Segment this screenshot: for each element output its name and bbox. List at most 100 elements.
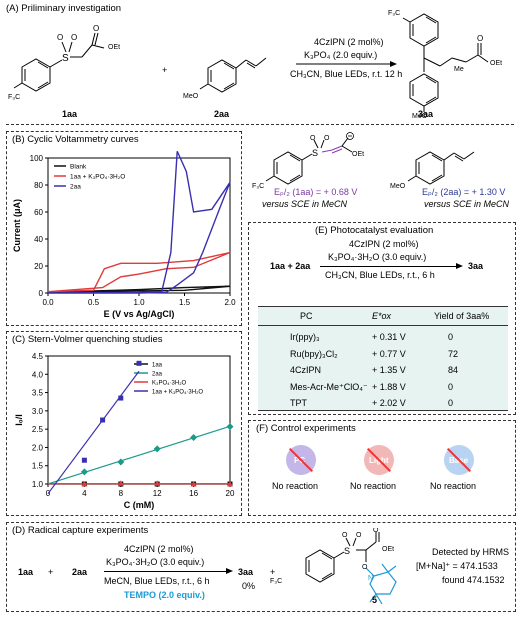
svg-text:O: O [324,135,330,142]
section-e-title: (E) Photocatalyst evaluation [315,225,434,236]
sv-y-axis-label: I₀/I [14,414,24,426]
molecule-2aa [199,57,267,93]
sv-x-tick-label: 8 [119,489,124,498]
cv-legend-label: 1aa + K₃PO₄·3H₂O [70,174,125,181]
pc-table-cell: + 1.35 V [372,365,406,375]
sv-x-tick-label: 12 [153,489,162,498]
svg-text:O: O [93,24,99,33]
sv-data-point [190,481,197,487]
hrms-line3: found 474.1532 [442,575,505,585]
pc-table-cell: + 2.02 V [372,398,406,408]
svg-text:OEt: OEt [352,151,364,158]
section-c-title: (C) Stern-Volmer quenching studies [12,334,163,345]
sv-y-tick-label: 2.0 [32,443,44,452]
pc-table-cell: Mes-Acr-Me⁺ClO₄⁻ [290,381,368,392]
section-d-box [6,522,516,612]
cv-x-tick-label: 0.5 [88,298,100,307]
svg-text:O: O [362,564,368,571]
sv-data-point [100,417,106,423]
section-f-box [248,420,516,516]
cv-x-tick-label: 1.0 [133,298,145,307]
no-base-icon [444,445,474,475]
sv-y-tick-label: 2.5 [32,425,44,434]
cv-x-tick-label: 2.0 [224,298,236,307]
sv-y-tick-label: 4.0 [32,370,44,379]
no-pc-icon [286,445,316,475]
pc-table-cell: 0 [448,381,454,392]
section-a-title: (A) Priliminary investigation [6,3,122,14]
section-f-title: (F) Control experiments [256,423,356,434]
cond-a-bot: CH₃CN, Blue LEDs, r.t. 12 h [290,69,403,79]
svg-text:MeO: MeO [390,183,406,190]
sv-data-point [81,481,88,487]
sv-data-point [136,360,142,366]
separator-a [6,124,514,125]
section-c-box [6,331,242,516]
svg-text:S: S [312,148,318,158]
svg-text:O: O [310,135,316,142]
sulfur-atom: S [62,53,69,64]
sv-data-point [227,481,233,487]
tempo-label: TEMPO (2.0 equiv.) [124,590,205,600]
sv-legend-label: 1aa + K₃PO₄·3H₂O [152,390,203,396]
pc-table-cell: + 0.31 V [372,332,406,342]
sv-fit-line [47,425,231,485]
pc-table-cell: 84 [448,365,459,375]
molecule-1aa [13,32,105,92]
sv-legend-label: 2aa [152,372,163,378]
sv-fit-line [47,370,140,495]
sv-data-point [153,445,161,453]
label-1aa: 1aa [62,109,78,119]
sv-plot-frame [47,355,231,485]
section-b-box [6,131,242,326]
cv-y-tick-label: 100 [30,154,44,163]
sv-data-point [118,395,124,401]
sv-legend-label: 1aa [152,363,163,369]
sv-chart: 0481216201.01.52.02.53.03.54.04.5C (mM)I… [14,352,235,510]
sv-y-tick-label: 1.5 [32,462,44,471]
svg-text:O: O [356,532,362,539]
svg-text:O: O [57,33,63,42]
section-d-title: (D) Radical capture experiments [12,525,149,536]
pc-table-cell: TPT [290,398,307,408]
pc-table-cell: + 0.77 V [372,348,406,359]
hrms-line2: [M+Na]⁺ = 474.1533 [416,561,498,571]
svg-text:F₃C: F₃C [252,183,264,190]
sv-y-tick-label: 4.5 [32,352,44,361]
sv-legend-label: K₃PO₄·3H₂O [152,381,187,387]
svg-text:O: O [477,34,483,43]
table-header-eox: E*ox [372,311,392,321]
reaction-arrow-d [104,571,228,572]
hrms-line1: Detected by HRMS [432,547,510,557]
potential-1aa: Eₚ/₂ (1aa) = + 0.68 V [274,187,358,197]
cv-y-tick-label: 0 [39,289,44,298]
sv-x-tick-label: 20 [226,489,235,498]
svg-text:S: S [344,546,350,556]
label-3aa: 3aa [418,109,434,119]
sv-data-point [80,468,88,476]
pc-table-cell: 0 [448,398,454,408]
pc-table-cell: 72 [448,348,459,359]
cv-legend-label: Blank [70,164,87,171]
molecule-3aa [402,13,489,112]
sv-y-tick-label: 3.5 [32,389,44,398]
svg-text:N: N [368,575,373,582]
pc-table-cell: Ir(ppy)₃ [290,332,320,342]
sv-y-tick-label: 3.0 [32,407,44,416]
svg-text:O: O [373,528,379,534]
section-e-box [248,222,516,415]
pc-table-cell: + 1.88 V [372,381,406,392]
sv-x-axis-label: C (mM) [124,500,155,510]
cv-legend-label: 2aa [70,184,81,191]
sv-x-tick-label: 16 [189,489,198,498]
svg-text:O: O [342,532,348,539]
sv-data-point [81,457,87,463]
cv-series-line [47,285,231,294]
svg-text:O: O [71,33,77,42]
cv-y-axis-label: Current (μA) [12,199,22,252]
cond-a-top: 4CzIPN (2 mol%) [314,37,384,47]
cv-x-tick-label: 0.0 [42,298,54,307]
pc-table-cell: Ru(bpy)₃Cl₂ [290,348,338,359]
cv-x-tick-label: 1.5 [179,298,191,307]
compound-5-label: 5 [372,595,378,605]
